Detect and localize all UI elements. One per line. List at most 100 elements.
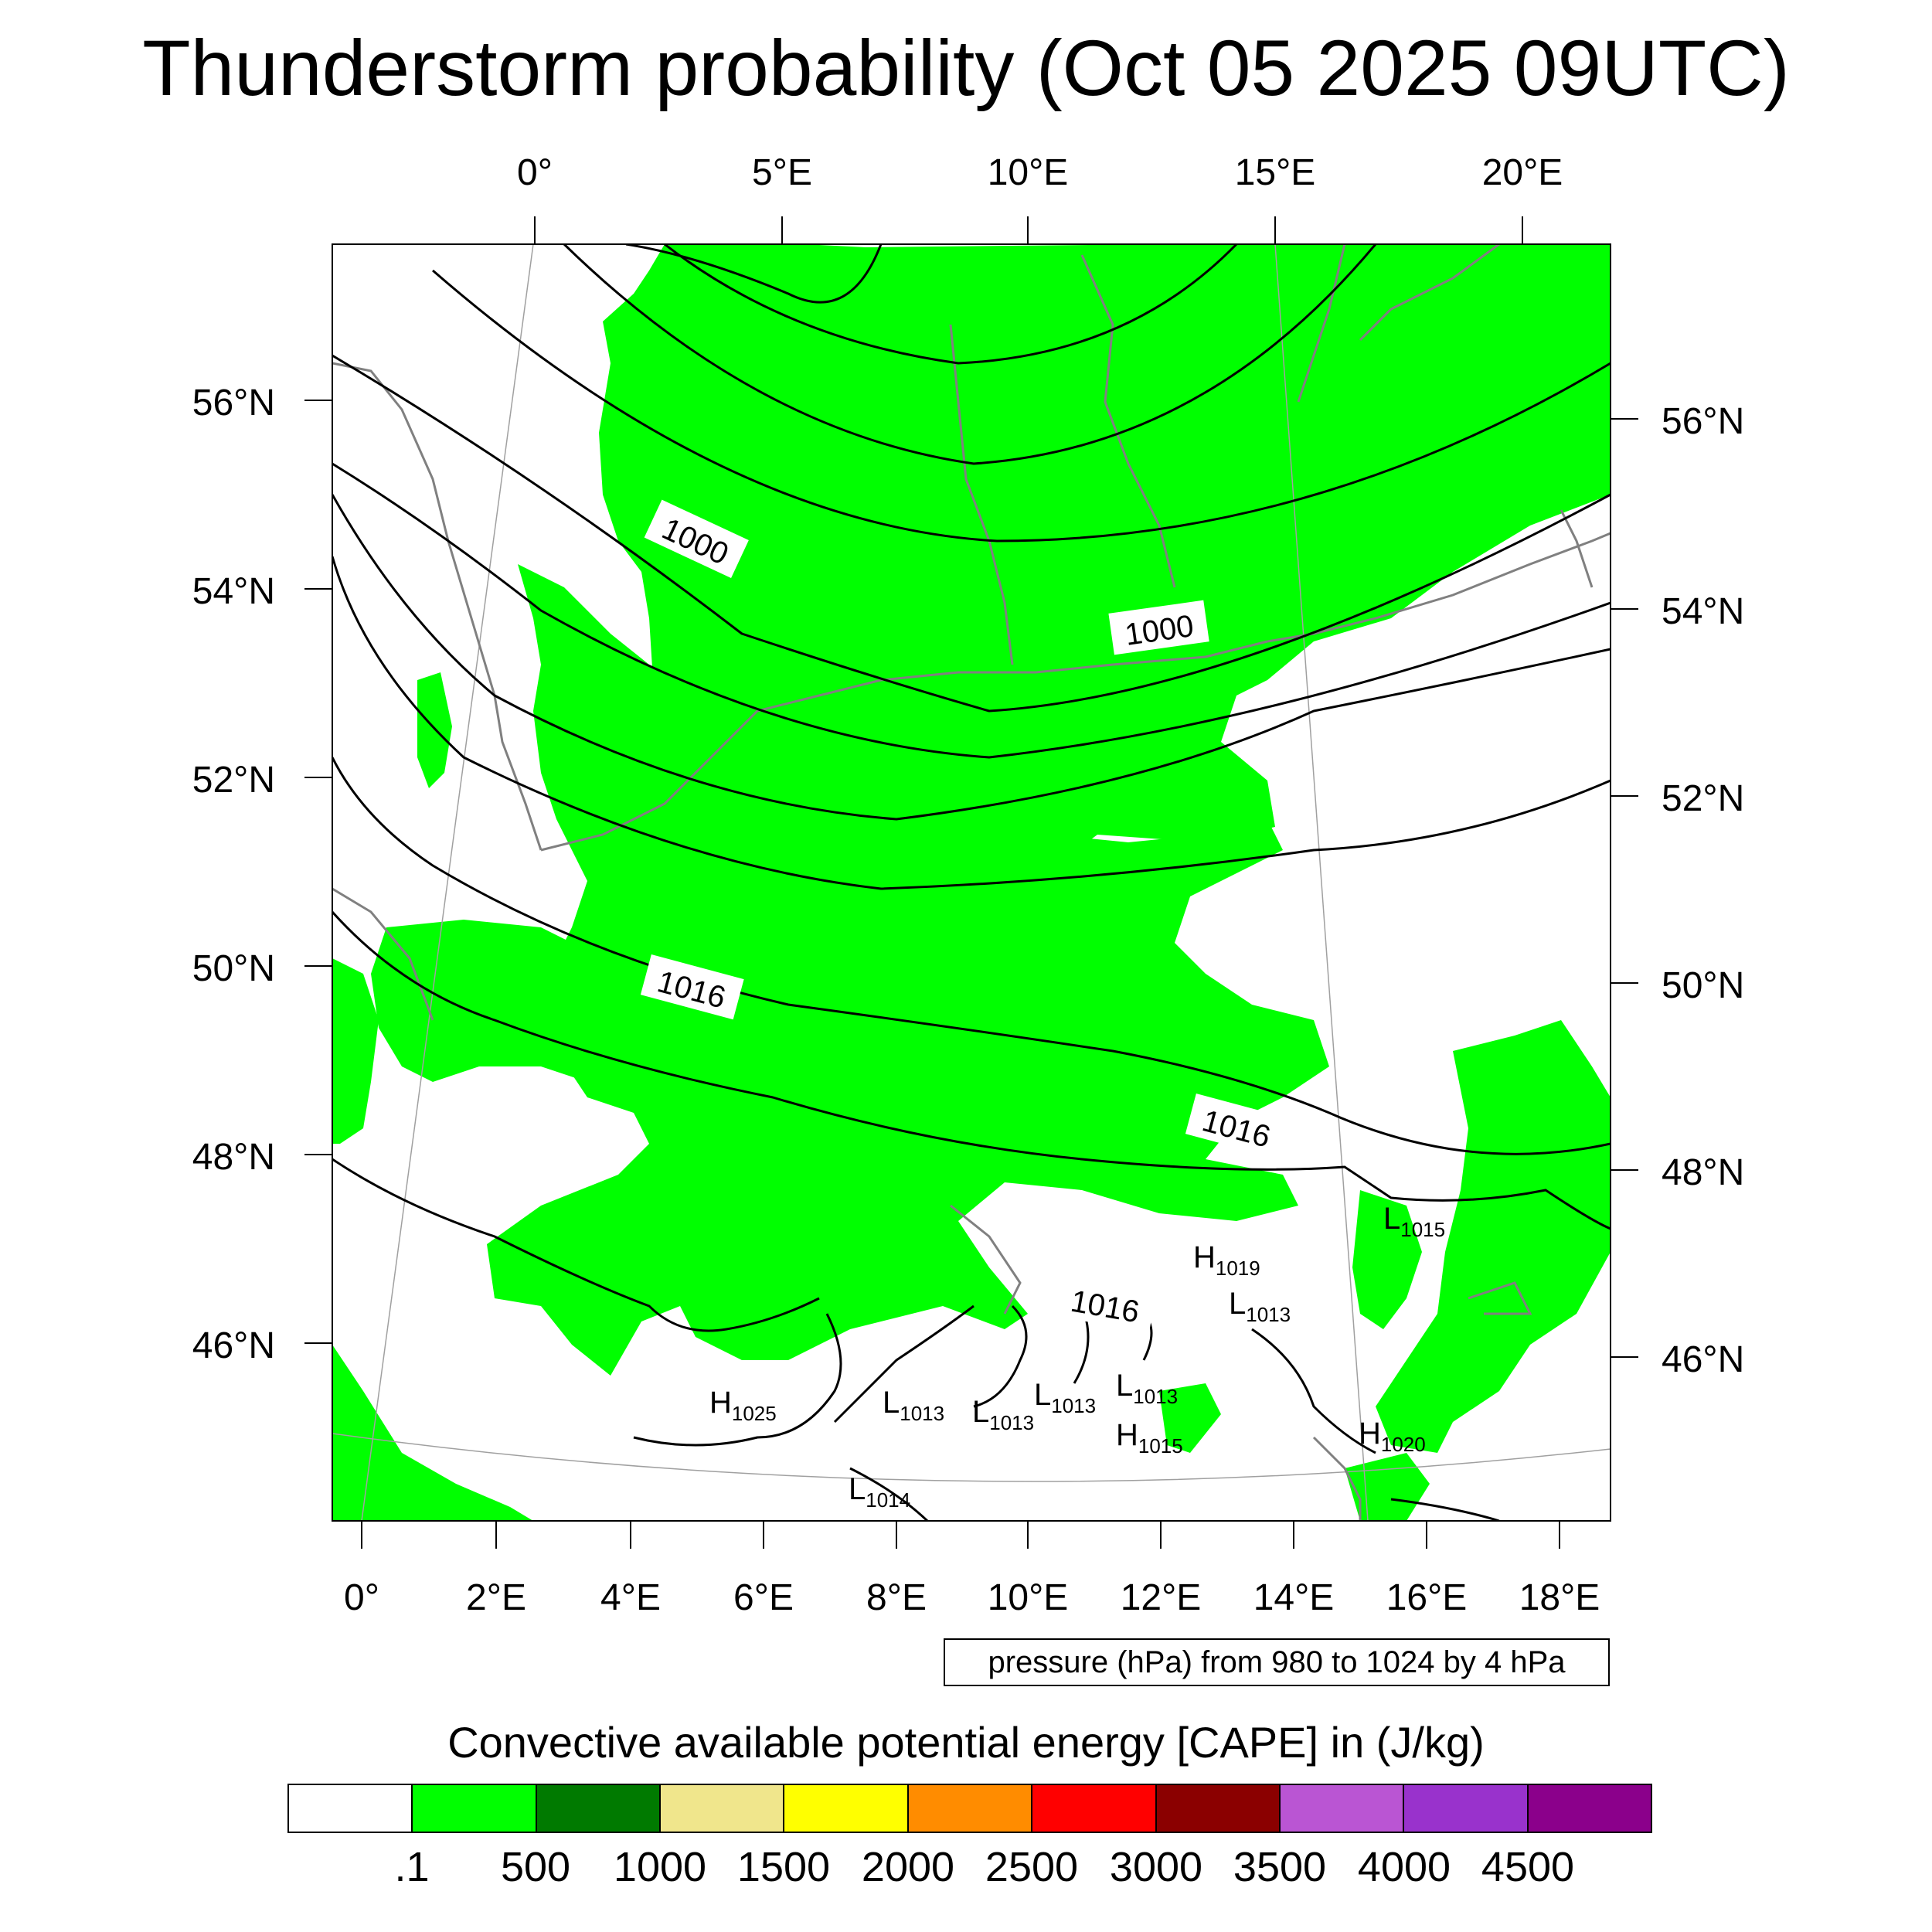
left-lat-label: 54°N [192, 571, 275, 612]
pressure-center: H1019 [1193, 1240, 1260, 1280]
cape-region-southeast [1352, 1190, 1422, 1329]
plot-frame [332, 243, 1611, 1522]
right-lat-label: 48°N [1662, 1152, 1745, 1193]
center-type: H [1193, 1240, 1216, 1274]
colorbar [287, 1784, 1652, 1833]
colorbar-box [1404, 1785, 1529, 1832]
bottom-lon-label: 18°E [1519, 1577, 1600, 1618]
bottom-lon-label: 16°E [1386, 1577, 1468, 1618]
center-type: H [709, 1386, 732, 1420]
coastlines [332, 244, 1611, 1521]
pressure-center: L1013 [1229, 1287, 1291, 1326]
colorbar-label: 4000 [1357, 1844, 1451, 1890]
colorbar-label: 500 [500, 1844, 571, 1890]
pressure-center: H1025 [709, 1386, 777, 1425]
colorbar-label: 3000 [1109, 1844, 1203, 1890]
pressure-note: pressure (hPa) from 980 to 1024 by 4 hPa [944, 1638, 1610, 1686]
cape-region-southwest [332, 1345, 533, 1521]
center-type: L [1229, 1287, 1246, 1321]
pressure-center: L1013 [1116, 1369, 1178, 1408]
colorbar-box [289, 1785, 413, 1832]
tick-marks [304, 216, 1638, 1549]
colorbar-box [908, 1785, 1033, 1832]
pressure-center: L1013 [1034, 1378, 1096, 1417]
center-value: 1014 [866, 1488, 910, 1512]
pressure-centers: L1015 H1019 L1013 H1025 L1013 L1013 L101… [709, 1202, 1445, 1512]
top-lon-label: 0° [517, 152, 553, 193]
right-lat-label: 56°N [1662, 401, 1745, 442]
colorbar-label: .1 [394, 1844, 430, 1890]
pressure-center: H1020 [1359, 1417, 1426, 1456]
center-type: L [883, 1386, 900, 1420]
bottom-lon-label: 8°E [866, 1577, 927, 1618]
left-lat-label: 56°N [192, 383, 275, 423]
cape-region-north [599, 244, 1611, 858]
right-lat-label: 52°N [1662, 778, 1745, 819]
bottom-lon-label: 2°E [466, 1577, 526, 1618]
cape-field [332, 244, 1611, 1521]
colorbar-box [661, 1785, 785, 1832]
bottom-lon-label: 12°E [1120, 1577, 1202, 1618]
colorbar-box [1156, 1785, 1281, 1832]
center-value: 1013 [1246, 1303, 1291, 1326]
center-type: L [1116, 1369, 1133, 1403]
center-type: H [1116, 1418, 1138, 1452]
pressure-center: L1015 [1383, 1202, 1445, 1241]
colorbar-box [536, 1785, 662, 1832]
colorbar-label: 2500 [985, 1844, 1079, 1890]
cape-region-coastal-patch [804, 881, 927, 989]
colorbar-title: Convective available potential energy [C… [447, 1718, 1485, 1767]
center-value: 1020 [1381, 1433, 1426, 1456]
center-value: 1015 [1400, 1218, 1445, 1241]
graticule [332, 244, 1611, 1521]
center-type: L [1034, 1378, 1051, 1412]
pressure-center: L1014 [849, 1472, 910, 1512]
right-lat-label: 50°N [1662, 965, 1745, 1006]
center-type: H [1359, 1417, 1381, 1451]
center-value: 1013 [1133, 1385, 1178, 1408]
bottom-lon-label: 10°E [987, 1577, 1069, 1618]
pressure-center: L1013 [972, 1395, 1034, 1434]
top-lon-label: 20°E [1481, 152, 1563, 193]
isobars [332, 244, 1611, 1521]
bottom-lon-label: 6°E [733, 1577, 794, 1618]
center-type: L [972, 1395, 989, 1429]
center-value: 1013 [1051, 1394, 1096, 1417]
cape-region-se-tail [1345, 1453, 1430, 1521]
colorbar-label: 3500 [1233, 1844, 1327, 1890]
cape-region-east [1376, 1020, 1611, 1453]
center-value: 1015 [1138, 1434, 1183, 1458]
center-type: L [1383, 1202, 1400, 1236]
bottom-lon-label: 0° [344, 1577, 379, 1618]
top-lon-label: 10°E [987, 152, 1069, 193]
chart-title: Thunderstorm probability (Oct 05 2025 09… [142, 24, 1790, 112]
right-lat-label: 46°N [1662, 1339, 1745, 1380]
center-value: 1013 [900, 1402, 944, 1425]
bottom-lon-label: 4°E [600, 1577, 661, 1618]
cape-region-west-edge [332, 958, 379, 1144]
left-lat-label: 50°N [192, 948, 275, 989]
colorbar-label: 2000 [861, 1844, 955, 1890]
pressure-center: L1013 [883, 1386, 944, 1425]
left-lat-label: 48°N [192, 1137, 275, 1178]
colorbar-box [1280, 1785, 1405, 1832]
colorbar-label: 1500 [736, 1844, 831, 1890]
center-value: 1013 [989, 1411, 1034, 1434]
colorbar-box [1528, 1785, 1651, 1832]
pressure-center: H1015 [1116, 1418, 1183, 1458]
right-lat-label: 54°N [1662, 591, 1745, 632]
top-lon-label: 15°E [1234, 152, 1316, 193]
colorbar-box [413, 1785, 537, 1832]
center-type: L [849, 1472, 866, 1506]
cape-region-south-small [1159, 1383, 1221, 1453]
colorbar-box [784, 1785, 909, 1832]
cape-region-west-band [371, 920, 819, 1097]
bottom-lon-label: 14°E [1253, 1577, 1335, 1618]
left-lat-label: 46°N [192, 1325, 275, 1366]
left-lat-label: 52°N [192, 760, 275, 801]
colorbar-label: 4500 [1481, 1844, 1575, 1890]
colorbar-label: 1000 [613, 1844, 707, 1890]
colorbar-box [1032, 1785, 1157, 1832]
